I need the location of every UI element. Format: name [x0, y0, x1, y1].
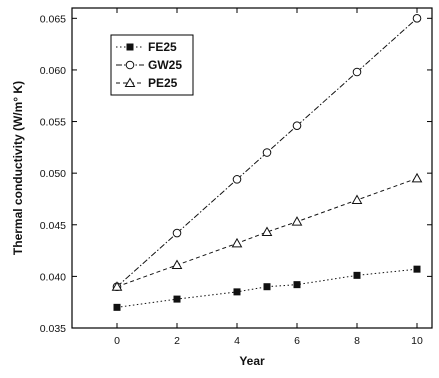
- y-tick-label: 0.060: [40, 65, 66, 77]
- x-tick-label: 6: [294, 335, 300, 347]
- data-point-fe25: [264, 284, 270, 290]
- legend-label-gw25: GW25: [148, 58, 182, 72]
- x-tick-label: 0: [114, 335, 120, 347]
- y-tick-label: 0.035: [40, 323, 66, 335]
- data-point-fe25: [114, 304, 120, 310]
- data-point-gw25: [353, 68, 361, 76]
- data-point-fe25: [414, 266, 420, 272]
- data-point-pe25: [413, 174, 422, 182]
- x-tick-label: 10: [411, 335, 423, 347]
- data-point-fe25: [294, 282, 300, 288]
- y-tick-label: 0.045: [40, 220, 66, 232]
- y-tick-label: 0.050: [40, 168, 66, 180]
- data-point-gw25: [233, 176, 241, 184]
- x-tick-label: 8: [354, 335, 360, 347]
- data-point-pe25: [233, 239, 242, 247]
- x-tick-label: 2: [174, 335, 180, 347]
- data-point-fe25: [354, 272, 360, 278]
- data-point-pe25: [263, 228, 272, 236]
- y-axis: 0.035 0.040 0.045 0.050 0.055 0.060 0.065: [40, 13, 432, 335]
- x-tick-label: 4: [234, 335, 240, 347]
- y-axis-label: Thermal conductivity (W/m° K): [11, 81, 25, 255]
- legend-label-pe25: PE25: [148, 76, 178, 90]
- data-point-pe25: [173, 261, 182, 269]
- legend-marker-fe25: [127, 44, 133, 50]
- y-tick-label: 0.065: [40, 13, 66, 25]
- data-point-fe25: [234, 289, 240, 295]
- data-point-pe25: [353, 196, 362, 204]
- legend-label-fe25: FE25: [148, 40, 177, 54]
- legend-marker-gw25: [126, 61, 134, 69]
- x-axis-label: Year: [239, 354, 265, 368]
- data-point-gw25: [413, 15, 421, 23]
- data-point-pe25: [293, 217, 302, 225]
- data-point-gw25: [263, 149, 271, 157]
- legend: FE25 GW25 PE25: [111, 35, 193, 95]
- y-tick-label: 0.040: [40, 271, 66, 283]
- data-point-fe25: [174, 296, 180, 302]
- y-tick-label: 0.055: [40, 117, 66, 129]
- data-point-gw25: [293, 122, 301, 130]
- data-point-gw25: [173, 229, 181, 237]
